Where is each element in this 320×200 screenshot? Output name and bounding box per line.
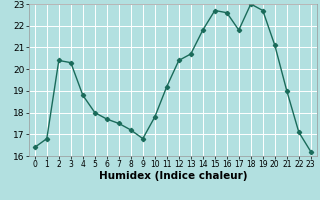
X-axis label: Humidex (Indice chaleur): Humidex (Indice chaleur) [99, 171, 247, 181]
